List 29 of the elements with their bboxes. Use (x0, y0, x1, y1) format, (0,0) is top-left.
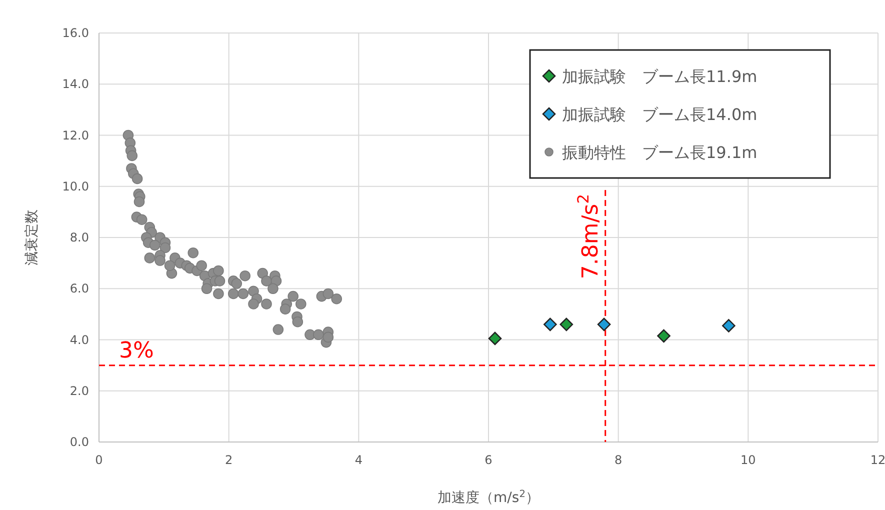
x-tick-label: 0 (95, 453, 103, 467)
x-tick-label: 6 (484, 453, 492, 467)
point (560, 318, 574, 332)
point (722, 319, 736, 332)
x-tick-label: 10 (740, 453, 756, 467)
x-tick-label: 8 (614, 453, 622, 467)
x-tick-label: 2 (225, 453, 233, 467)
y-tick-label: 10.0 (62, 179, 89, 194)
y-tick-label: 12.0 (62, 128, 89, 142)
y-tick-label: 8.0 (70, 230, 89, 244)
y-tick-label: 2.0 (70, 384, 89, 398)
legend-label: 加振試験 ブーム長14.0m (562, 105, 758, 124)
legend-label: 振動特性 ブーム長19.1m (562, 143, 758, 162)
y-tick-label: 14.0 (62, 77, 89, 92)
x-tick-label: 12 (870, 453, 885, 467)
ref-line-label: 3% (119, 338, 154, 364)
point (544, 318, 557, 332)
point (597, 318, 611, 332)
y-tick-label: 6.0 (70, 282, 89, 296)
legend-label: 加振試験 ブーム長11.9m (562, 67, 758, 86)
x-tick-label: 4 (354, 453, 362, 467)
ref-line: 3% (99, 338, 878, 366)
y-tick-label: 0.0 (70, 435, 89, 449)
y-tick-label: 16.0 (62, 26, 89, 40)
point (657, 329, 670, 343)
y-axis-title: 減衰定数 (24, 210, 40, 266)
x-axis-title: 加速度（m/s$^{2}$） (438, 488, 540, 506)
y-tick-label: 4.0 (70, 332, 89, 347)
point (488, 332, 502, 346)
